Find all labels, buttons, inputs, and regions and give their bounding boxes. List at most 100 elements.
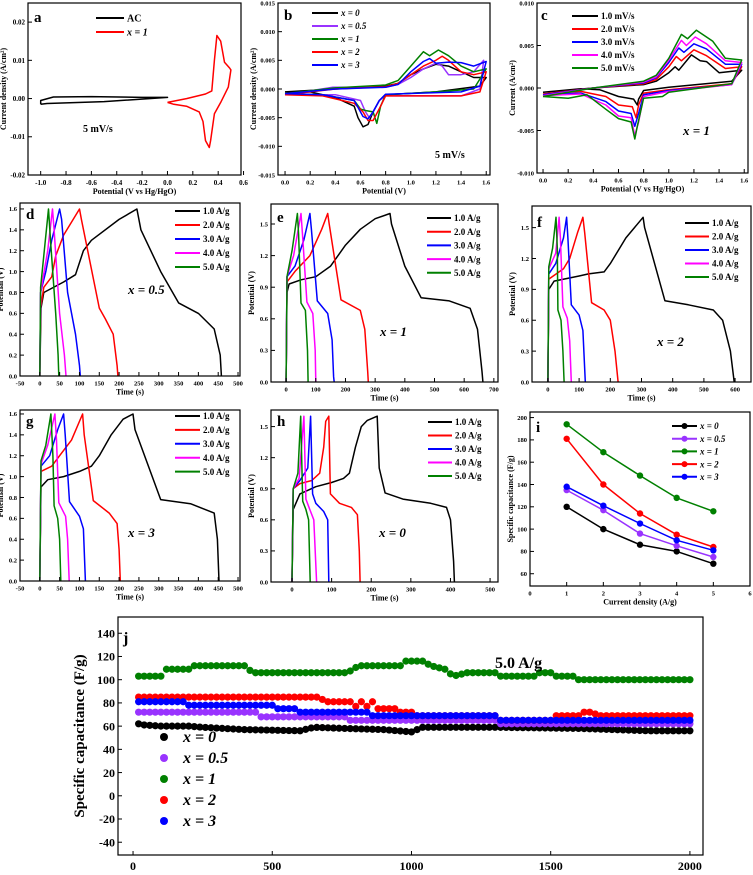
data-point-x0 [664, 727, 672, 735]
legend-label: 1.0 A/g [454, 213, 481, 223]
data-point-x3 [290, 705, 299, 713]
data-point-x0.5 [274, 713, 282, 721]
data-point-x3 [524, 716, 533, 724]
legend-item: 5.0 A/g [175, 467, 230, 477]
data-point-x3 [346, 708, 354, 716]
data-point-x3 [146, 698, 154, 706]
series-group [291, 415, 456, 582]
y-tick-label: 1.2 [260, 253, 268, 260]
y-tick-label: 0.01 [13, 57, 26, 65]
legend-label: 5.0 A/g [203, 467, 230, 477]
data-point-x1 [352, 663, 360, 672]
data-point-x0 [135, 720, 143, 728]
data-point-x1 [196, 662, 204, 670]
data-point-x2 [296, 693, 304, 701]
data-point-x3 [268, 701, 276, 709]
legend-item: AC [96, 14, 141, 25]
x-tick-label: 4 [675, 591, 679, 598]
data-point-x1 [508, 672, 516, 680]
data-point-x0 [240, 726, 249, 734]
data-point-x1 [686, 676, 694, 684]
panel-c: 0.0 0.2 0.4 0.6 0.8 1.0 1.2 1.4 1.6 -0.010 -0.005 0… [508, 0, 749, 193]
data-point-x3 [324, 708, 332, 716]
data-point-x0 [463, 723, 471, 731]
series-line [542, 36, 743, 137]
data-point-x1 [580, 676, 588, 684]
data-point-x3 [313, 708, 321, 716]
legend: 1.0 A/g 2.0 A/g 3.0 A/g 4.0 A/g 5.0 A/g [175, 411, 230, 477]
data-point-x1 [652, 676, 661, 684]
data-point [710, 508, 717, 515]
x-tick-label: 500 [485, 587, 495, 594]
data-point-x0.5 [290, 713, 299, 721]
y-tick-label: 0.8 [9, 495, 18, 502]
x-tick-label: 1500 [539, 859, 563, 873]
data-point-x0 [591, 725, 599, 733]
data-point-x1 [207, 662, 215, 670]
data-point-x3 [664, 716, 672, 724]
data-point-x1 [602, 676, 610, 684]
y-tick-label: 0.4 [9, 537, 18, 544]
x-tick-label: 0 [290, 587, 293, 594]
x-tick-label: 0 [130, 859, 136, 873]
y-axis-label: Potential (V) [0, 267, 5, 311]
data-point-x0 [190, 722, 198, 731]
data-point-x0 [196, 723, 204, 731]
data-point-x0 [474, 723, 482, 731]
data-point-x3 [636, 716, 644, 724]
data-point-x1 [630, 676, 638, 684]
data-point-x2 [201, 693, 210, 701]
legend-item: x = 2 [160, 792, 216, 809]
data-point-x0.5 [151, 708, 159, 716]
legend-label: 4.0 A/g [203, 248, 230, 258]
data-point-x3 [491, 712, 499, 720]
panel-h: 0 100 200 300 400 500 0.0 0.3 0.6 0.9 1.2 1.5 Time (… [247, 409, 499, 603]
data-point-x2 [274, 693, 282, 701]
data-point-x2 [257, 693, 265, 701]
x-tick-label: 350 [174, 381, 184, 388]
data-point-x3 [224, 701, 232, 709]
x-tick-label: 6 [748, 591, 752, 598]
y-axis-label: Current (A/cm²) [508, 60, 517, 116]
legend-marker [681, 435, 688, 442]
legend-label: 1.0 A/g [455, 417, 482, 427]
data-point-x1 [519, 672, 527, 680]
data-point-x3 [396, 712, 404, 720]
data-point-x3 [563, 716, 572, 724]
y-tick-label: 140 [517, 482, 527, 489]
plot-frame [19, 409, 241, 582]
data-point-x3 [597, 716, 605, 724]
y-tick-label: -0.005 [517, 128, 535, 135]
data-point-x0 [625, 726, 633, 734]
y-tick-label: 0.9 [521, 287, 530, 294]
data-point-x0 [597, 725, 605, 733]
data-point-x0.5 [190, 708, 198, 716]
data-point-x0.5 [235, 708, 243, 716]
data-point-x1 [613, 676, 622, 684]
data-point-x0 [185, 722, 193, 730]
legend-label: 5.0 A/g [203, 262, 230, 272]
panel-j: 0 500 1000 1500 2000 -40 -20 0 20 40 60 80 100 120 140… [72, 616, 704, 875]
y-tick-label: 200 [517, 415, 527, 422]
legend-label: 2.0 A/g [203, 425, 230, 435]
data-point-x1 [658, 676, 666, 684]
annotation: x = 1 [379, 324, 407, 339]
data-point-x3 [185, 701, 193, 709]
x-tick-label: 1.4 [457, 180, 466, 187]
legend-marker [160, 733, 168, 741]
y-tick-label: 0.0 [521, 379, 529, 386]
x-tick-label: 100 [311, 387, 321, 394]
series-line [291, 415, 456, 582]
legend-item: 5.0 mV/s [572, 63, 635, 73]
data-point-x0 [251, 726, 260, 734]
panel-letter: c [541, 8, 548, 24]
data-point-x1 [251, 669, 260, 677]
legend-item: 1.0 mV/s [572, 11, 635, 21]
y-tick-label: 0.6 [260, 316, 269, 323]
data-point-x2 [207, 693, 215, 701]
data-point-x1 [285, 669, 293, 677]
data-point [710, 547, 717, 554]
data-point-x3 [240, 701, 249, 709]
data-point-x3 [463, 712, 471, 720]
legend-marker [160, 817, 168, 825]
